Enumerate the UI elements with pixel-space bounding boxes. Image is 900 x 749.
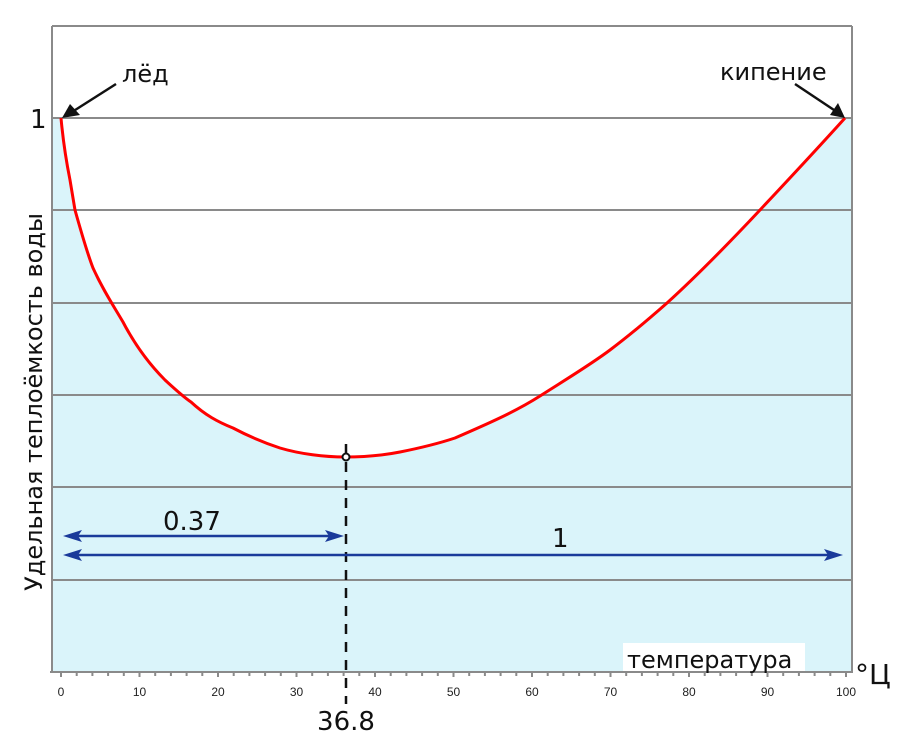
svg-text:10: 10 [133,685,147,699]
gridlines [52,117,852,581]
svg-text:90: 90 [761,685,775,699]
svg-text:60: 60 [525,685,539,699]
x-axis-unit: °Ц [855,658,891,691]
full-range-arrow [63,549,843,561]
ice-arrow [71,82,117,114]
x-axis-label: температура [627,646,792,674]
svg-text:40: 40 [368,685,382,699]
svg-text:30: 30 [290,685,304,699]
ratio-arrow [63,530,344,542]
minimum-x-label: 36.8 [317,707,375,737]
y-axis-label: Удельная теплоёмкость воды [20,213,48,591]
svg-text:80: 80 [682,685,696,699]
area-fill [52,118,852,672]
svg-text:70: 70 [604,685,618,699]
svg-text:20: 20 [211,685,225,699]
ice-label: лёд [122,60,169,88]
ratio-label: 0.37 [163,507,221,537]
x-axis-ticks [60,672,847,677]
boiling-arrow [794,82,835,112]
svg-text:50: 50 [447,685,461,699]
y-tick-label-1: 1 [30,105,47,135]
full-range-label: 1 [552,524,569,554]
boiling-label: кипение [720,58,827,86]
minimum-marker [341,452,351,462]
ice-arrowhead [62,104,80,118]
xlabel-bg [623,643,805,671]
boiling-arrowhead [830,103,845,118]
svg-text:0: 0 [58,685,65,699]
x-axis-tick-labels: 0 10 20 30 40 50 60 70 80 90 100 [58,685,857,699]
svg-text:100: 100 [836,685,856,699]
plot-frame [50,25,853,673]
